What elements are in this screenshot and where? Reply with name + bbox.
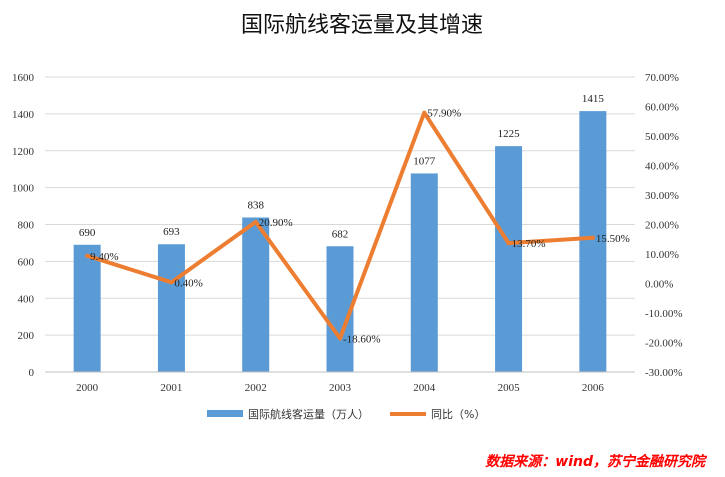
legend-bar-swatch — [207, 410, 243, 417]
source-note: 数据来源：wind，苏宁金融研究院 — [485, 453, 708, 470]
bar-value-label: 693 — [163, 226, 180, 238]
line-point — [506, 241, 511, 246]
left-tick-label: 1600 — [12, 72, 35, 84]
right-tick-label: -30.00% — [645, 367, 683, 379]
right-tick-label: 40.00% — [645, 161, 679, 173]
x-tick-label: 2004 — [413, 382, 436, 394]
line-value-label: 57.90% — [427, 108, 461, 120]
bar-value-label: 1225 — [498, 128, 521, 140]
bar — [579, 111, 607, 372]
line-labels: 9.40% 0.40% 20.90% -18.60% 57.90% 13.70% 15.50… — [90, 108, 630, 346]
bar-value-label: 682 — [332, 228, 349, 240]
x-tick-label: 2003 — [329, 382, 352, 394]
bar-value-label: 1077 — [413, 155, 436, 167]
left-tick-label: 200 — [18, 330, 35, 342]
bar — [157, 244, 185, 372]
right-tick-label: 50.00% — [645, 131, 679, 143]
left-tick-label: 1400 — [12, 109, 35, 121]
line-point — [85, 253, 90, 258]
left-tick-label: 1000 — [12, 183, 35, 195]
bar — [73, 244, 101, 372]
line-point — [169, 280, 174, 285]
bar-value-label: 838 — [247, 199, 264, 211]
line-value-label: 20.90% — [259, 217, 293, 229]
bar — [495, 146, 523, 372]
x-tick-label: 2006 — [582, 382, 605, 394]
bar-value-label: 1415 — [582, 93, 605, 105]
legend-line-label: 同比（%） — [431, 408, 485, 421]
x-axis: 2000 2001 2002 2003 2004 2005 2006 — [45, 371, 635, 394]
left-axis: 0 200 400 600 800 1000 1200 1400 1600 — [12, 72, 35, 379]
left-tick-label: 600 — [18, 256, 35, 268]
line-value-label: -18.60% — [343, 333, 381, 345]
line-point — [253, 219, 258, 224]
right-tick-label: -20.00% — [645, 338, 683, 350]
line-point — [338, 336, 342, 341]
right-tick-label: 30.00% — [645, 190, 679, 202]
right-tick-label: 70.00% — [645, 72, 679, 84]
x-tick-label: 2000 — [76, 382, 99, 394]
right-tick-label: 20.00% — [645, 220, 679, 232]
line-value-label: 0.40% — [174, 277, 202, 289]
x-tick-label: 2002 — [245, 382, 267, 394]
left-tick-label: 1200 — [12, 146, 35, 158]
legend: 国际航线客运量（万人） 同比（%） — [207, 407, 485, 421]
line-point — [590, 235, 595, 240]
right-tick-label: -10.00% — [645, 308, 683, 320]
left-tick-label: 800 — [18, 220, 35, 232]
bar — [410, 173, 438, 372]
bar — [242, 217, 270, 372]
bar-labels: 690 693 838 682 1077 1225 1415 — [79, 93, 604, 240]
x-tick-label: 2005 — [498, 382, 521, 394]
left-tick-label: 0 — [29, 367, 35, 379]
bar-series — [73, 111, 607, 372]
right-tick-label: 10.00% — [645, 249, 679, 261]
line-series — [85, 110, 595, 341]
line-value-label: 9.40% — [90, 251, 118, 263]
line-point — [422, 110, 427, 115]
line-value-label: 13.70% — [512, 238, 546, 250]
line-value-label: 15.50% — [596, 233, 630, 245]
right-axis: -30.00% -20.00% -10.00% 0.00% 10.00% 20.00% 30… — [645, 72, 683, 379]
left-tick-label: 400 — [18, 293, 35, 305]
legend-bar-label: 国际航线客运量（万人） — [248, 407, 369, 421]
x-tick-label: 2001 — [160, 382, 182, 394]
right-tick-label: 0.00% — [645, 279, 673, 291]
chart-title: 国际航线客运量及其增速 — [241, 13, 483, 38]
right-tick-label: 60.00% — [645, 102, 679, 114]
bar-value-label: 690 — [79, 227, 96, 239]
